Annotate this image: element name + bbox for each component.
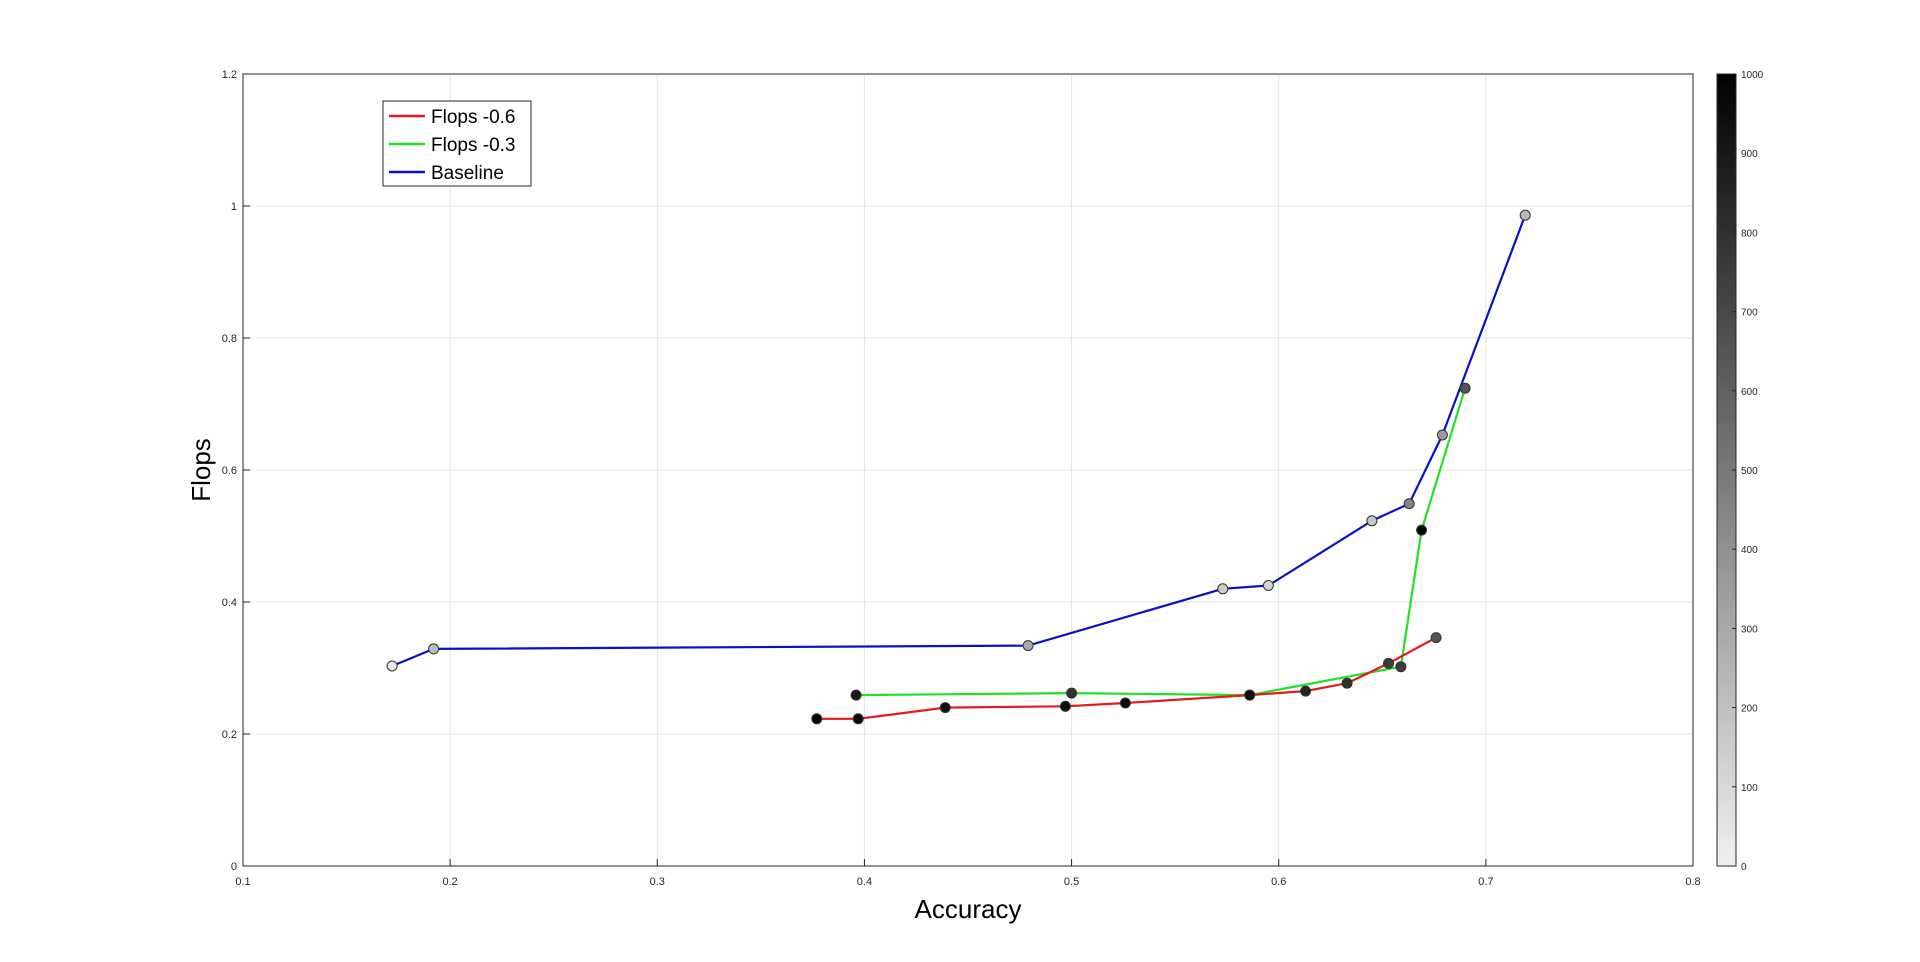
data-point <box>1022 640 1034 652</box>
x-tick-label: 0.5 <box>1064 876 1079 888</box>
data-point <box>1119 697 1131 709</box>
x-tick-label: 0.1 <box>235 876 250 888</box>
y-tick-label: 0.8 <box>222 333 237 345</box>
data-point <box>1430 632 1442 644</box>
x-tick-label: 0.2 <box>442 876 457 888</box>
data-point <box>1341 677 1353 689</box>
series-line-2 <box>391 214 1527 668</box>
data-point <box>1066 687 1078 699</box>
data-point <box>386 660 398 672</box>
data-point <box>1059 700 1071 712</box>
series-line-0 <box>816 636 1437 720</box>
x-tick-label: 0.3 <box>650 876 665 888</box>
x-tick-label: 0.7 <box>1478 876 1493 888</box>
x-tick-label: 0.8 <box>1685 876 1700 888</box>
colorbar-tick-label: 500 <box>1741 466 1758 477</box>
data-point <box>1459 382 1471 394</box>
legend-entry: Baseline <box>431 163 504 184</box>
colorbar-tick-label: 700 <box>1741 308 1758 319</box>
colorbar-tick-label: 900 <box>1741 149 1758 160</box>
legend: Flops -0.6 Flops -0.3 Baseline <box>382 100 532 187</box>
colorbar-tick-label: 400 <box>1741 545 1758 556</box>
y-tick-label: 0 <box>231 861 237 873</box>
data-point <box>1262 580 1274 591</box>
series-layer <box>386 209 1531 725</box>
data-point <box>1519 209 1531 221</box>
grid <box>242 73 1694 867</box>
y-tick-label: 0.4 <box>222 597 237 609</box>
colorbar-tick-label: 200 <box>1741 704 1758 715</box>
data-point <box>850 689 862 701</box>
y-tick-label: 0.6 <box>222 465 237 477</box>
data-point <box>428 643 440 655</box>
data-point <box>1383 657 1394 669</box>
colorbar-tick-label: 600 <box>1741 387 1758 398</box>
data-point <box>811 713 823 725</box>
colorbar-tick-label: 800 <box>1741 228 1758 239</box>
data-point <box>1244 689 1256 701</box>
x-tick-label: 0.4 <box>857 876 872 888</box>
data-point <box>1395 661 1407 673</box>
y-tick-label: 1 <box>231 201 237 213</box>
data-point <box>1403 498 1415 510</box>
data-point <box>1416 524 1428 536</box>
legend-entry: Flops -0.6 <box>431 107 515 128</box>
x-tick-label: 0.6 <box>1271 876 1286 888</box>
data-point <box>939 702 951 714</box>
y-axis-label: Flops <box>186 438 216 502</box>
data-point <box>1217 583 1229 595</box>
data-point <box>852 713 864 725</box>
axis-ticks: 0.1 0.2 0.3 0.4 0.5 0.6 0.7 0.8 0 0.2 0.4 0.6 0.8 1 1.… <box>222 69 1701 888</box>
colorbar: 0 100 200 300 400 500 600 700 800 900 1000 <box>1716 70 1764 873</box>
colorbar-tick-label: 1000 <box>1741 70 1764 81</box>
colorbar-tick-label: 100 <box>1741 783 1758 794</box>
colorbar-tick-label: 300 <box>1741 624 1758 635</box>
data-point <box>1300 685 1312 697</box>
y-tick-label: 1.2 <box>222 69 237 81</box>
legend-entry: Flops -0.3 <box>431 135 515 156</box>
colorbar-tick-label: 0 <box>1741 862 1747 873</box>
data-point <box>1366 515 1378 527</box>
y-tick-label: 0.2 <box>222 729 237 741</box>
series-line-1 <box>856 387 1467 697</box>
data-point <box>1436 429 1448 441</box>
x-axis-label: Accuracy <box>915 894 1022 924</box>
